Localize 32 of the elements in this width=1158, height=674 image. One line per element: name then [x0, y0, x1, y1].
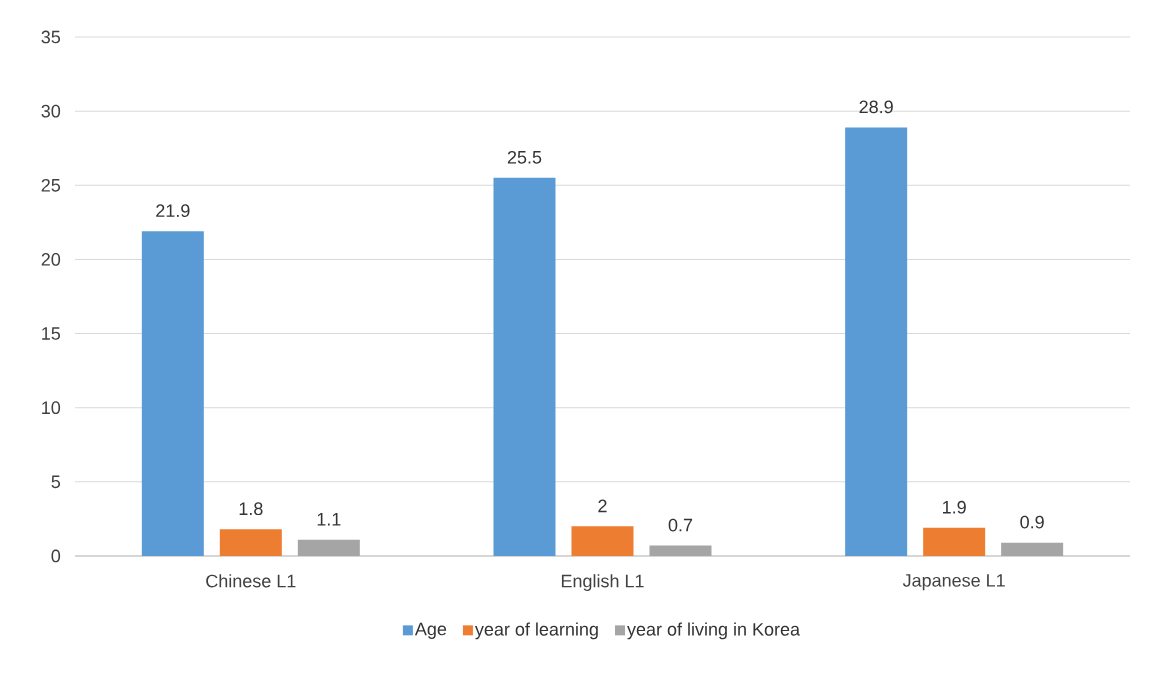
y-tick-label: 10 [42, 401, 61, 415]
data-label: 21.9 [156, 204, 190, 218]
bar [845, 127, 908, 556]
bar [297, 539, 360, 556]
data-label: 1.8 [239, 502, 263, 516]
bar [1001, 542, 1064, 556]
bar [493, 177, 556, 556]
y-tick-label: 5 [51, 475, 61, 489]
data-label: 1.1 [317, 513, 341, 526]
y-tick-label: 0 [51, 549, 61, 563]
bar [923, 527, 986, 556]
bar [219, 529, 282, 556]
x-tick-label: Chinese L1 [206, 574, 296, 588]
data-label: 0.7 [668, 518, 693, 532]
y-tick-label: 20 [41, 253, 61, 266]
data-label: 1.9 [943, 500, 966, 514]
bar [649, 545, 712, 556]
data-label: 25.5 [507, 150, 542, 164]
x-tick-label: English L1 [561, 574, 644, 591]
legend-label: year of living in Korea [627, 622, 801, 640]
data-label: 0.9 [1020, 515, 1044, 529]
y-tick-label: 30 [41, 104, 61, 118]
y-tick-label: 15 [42, 327, 61, 340]
data-label: 2 [598, 499, 607, 513]
y-tick-label: 35 [41, 30, 61, 44]
legend-label: Age [414, 622, 447, 639]
x-tick-label: Japanese L1 [902, 574, 1005, 591]
y-tick-label: 25 [41, 178, 61, 192]
bar [141, 231, 204, 556]
bar [571, 526, 634, 556]
legend-label: year of learning [474, 622, 598, 640]
data-label: 28.9 [859, 100, 893, 114]
